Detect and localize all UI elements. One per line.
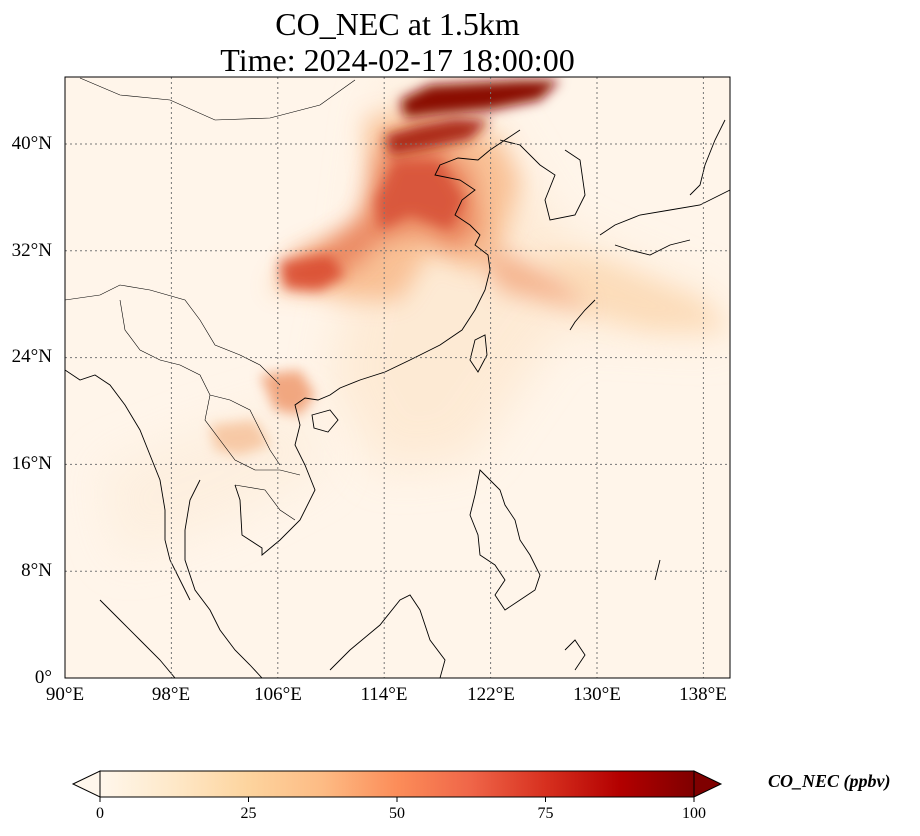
colorbar-bar: [99, 770, 695, 798]
taiwan-island: [469, 334, 488, 373]
concentration-field: [100, 80, 730, 560]
hainan-island: [311, 409, 339, 433]
lat-tick-label-0: 0°: [34, 667, 52, 688]
philippines-islands: [469, 469, 541, 611]
lon-tick-label-90e: 90°E: [45, 684, 85, 705]
lat-tick-label-24n: 24°N: [11, 346, 52, 367]
colorbar-extend-max: [693, 770, 723, 798]
lat-tick-label-16n: 16°N: [11, 453, 52, 474]
coastlines: [65, 77, 730, 678]
lon-tick-label-130e: 130°E: [573, 684, 621, 705]
lat-tick-label-40n: 40°N: [11, 133, 52, 154]
colorbar-tick-label-0: 0: [96, 805, 104, 822]
coastline-borneo: [329, 594, 446, 678]
lat-tick-label-32n: 32°N: [11, 240, 52, 261]
colorbar-label: CO_NEC (ppbv): [768, 771, 891, 791]
lon-tick-label-106e: 106°E: [254, 684, 302, 705]
coastline-sulawesi: [564, 559, 661, 671]
coastline-sumatra: [99, 599, 176, 678]
lat-tick-label-8n: 8°N: [21, 560, 52, 581]
lon-tick-label-138e: 138°E: [679, 684, 727, 705]
colorbar: [71, 770, 723, 802]
gridlines: [65, 77, 730, 678]
borders-southeast-asia: [65, 284, 301, 521]
border-mongolia: [79, 77, 356, 121]
map-title-line-1: CO_NEC at 1.5km: [275, 6, 520, 42]
coastline-china-vietnam: [234, 129, 521, 556]
colorbar-tick-label-25: 25: [240, 805, 257, 822]
coastline-korea: [499, 139, 586, 221]
colorbar-extend-min: [71, 770, 101, 798]
map-title-line-2: Time: 2024-02-17 18:00:00: [220, 42, 575, 78]
colorbar-tick-label-100: 100: [682, 805, 706, 822]
lon-tick-label-114e: 114°E: [360, 684, 408, 705]
lon-tick-label-98e: 98°E: [151, 684, 191, 705]
coastline-malay-peninsula: [184, 479, 263, 678]
lon-tick-label-122e: 122°E: [467, 684, 515, 705]
map-frame: [64, 76, 731, 679]
colorbar-tick-marks: [99, 797, 695, 802]
colorbar-tick-label-75: 75: [537, 805, 554, 822]
coastline-japan: [569, 119, 730, 331]
coastline-myanmar: [65, 369, 191, 601]
colorbar-tick-label-50: 50: [389, 805, 405, 822]
